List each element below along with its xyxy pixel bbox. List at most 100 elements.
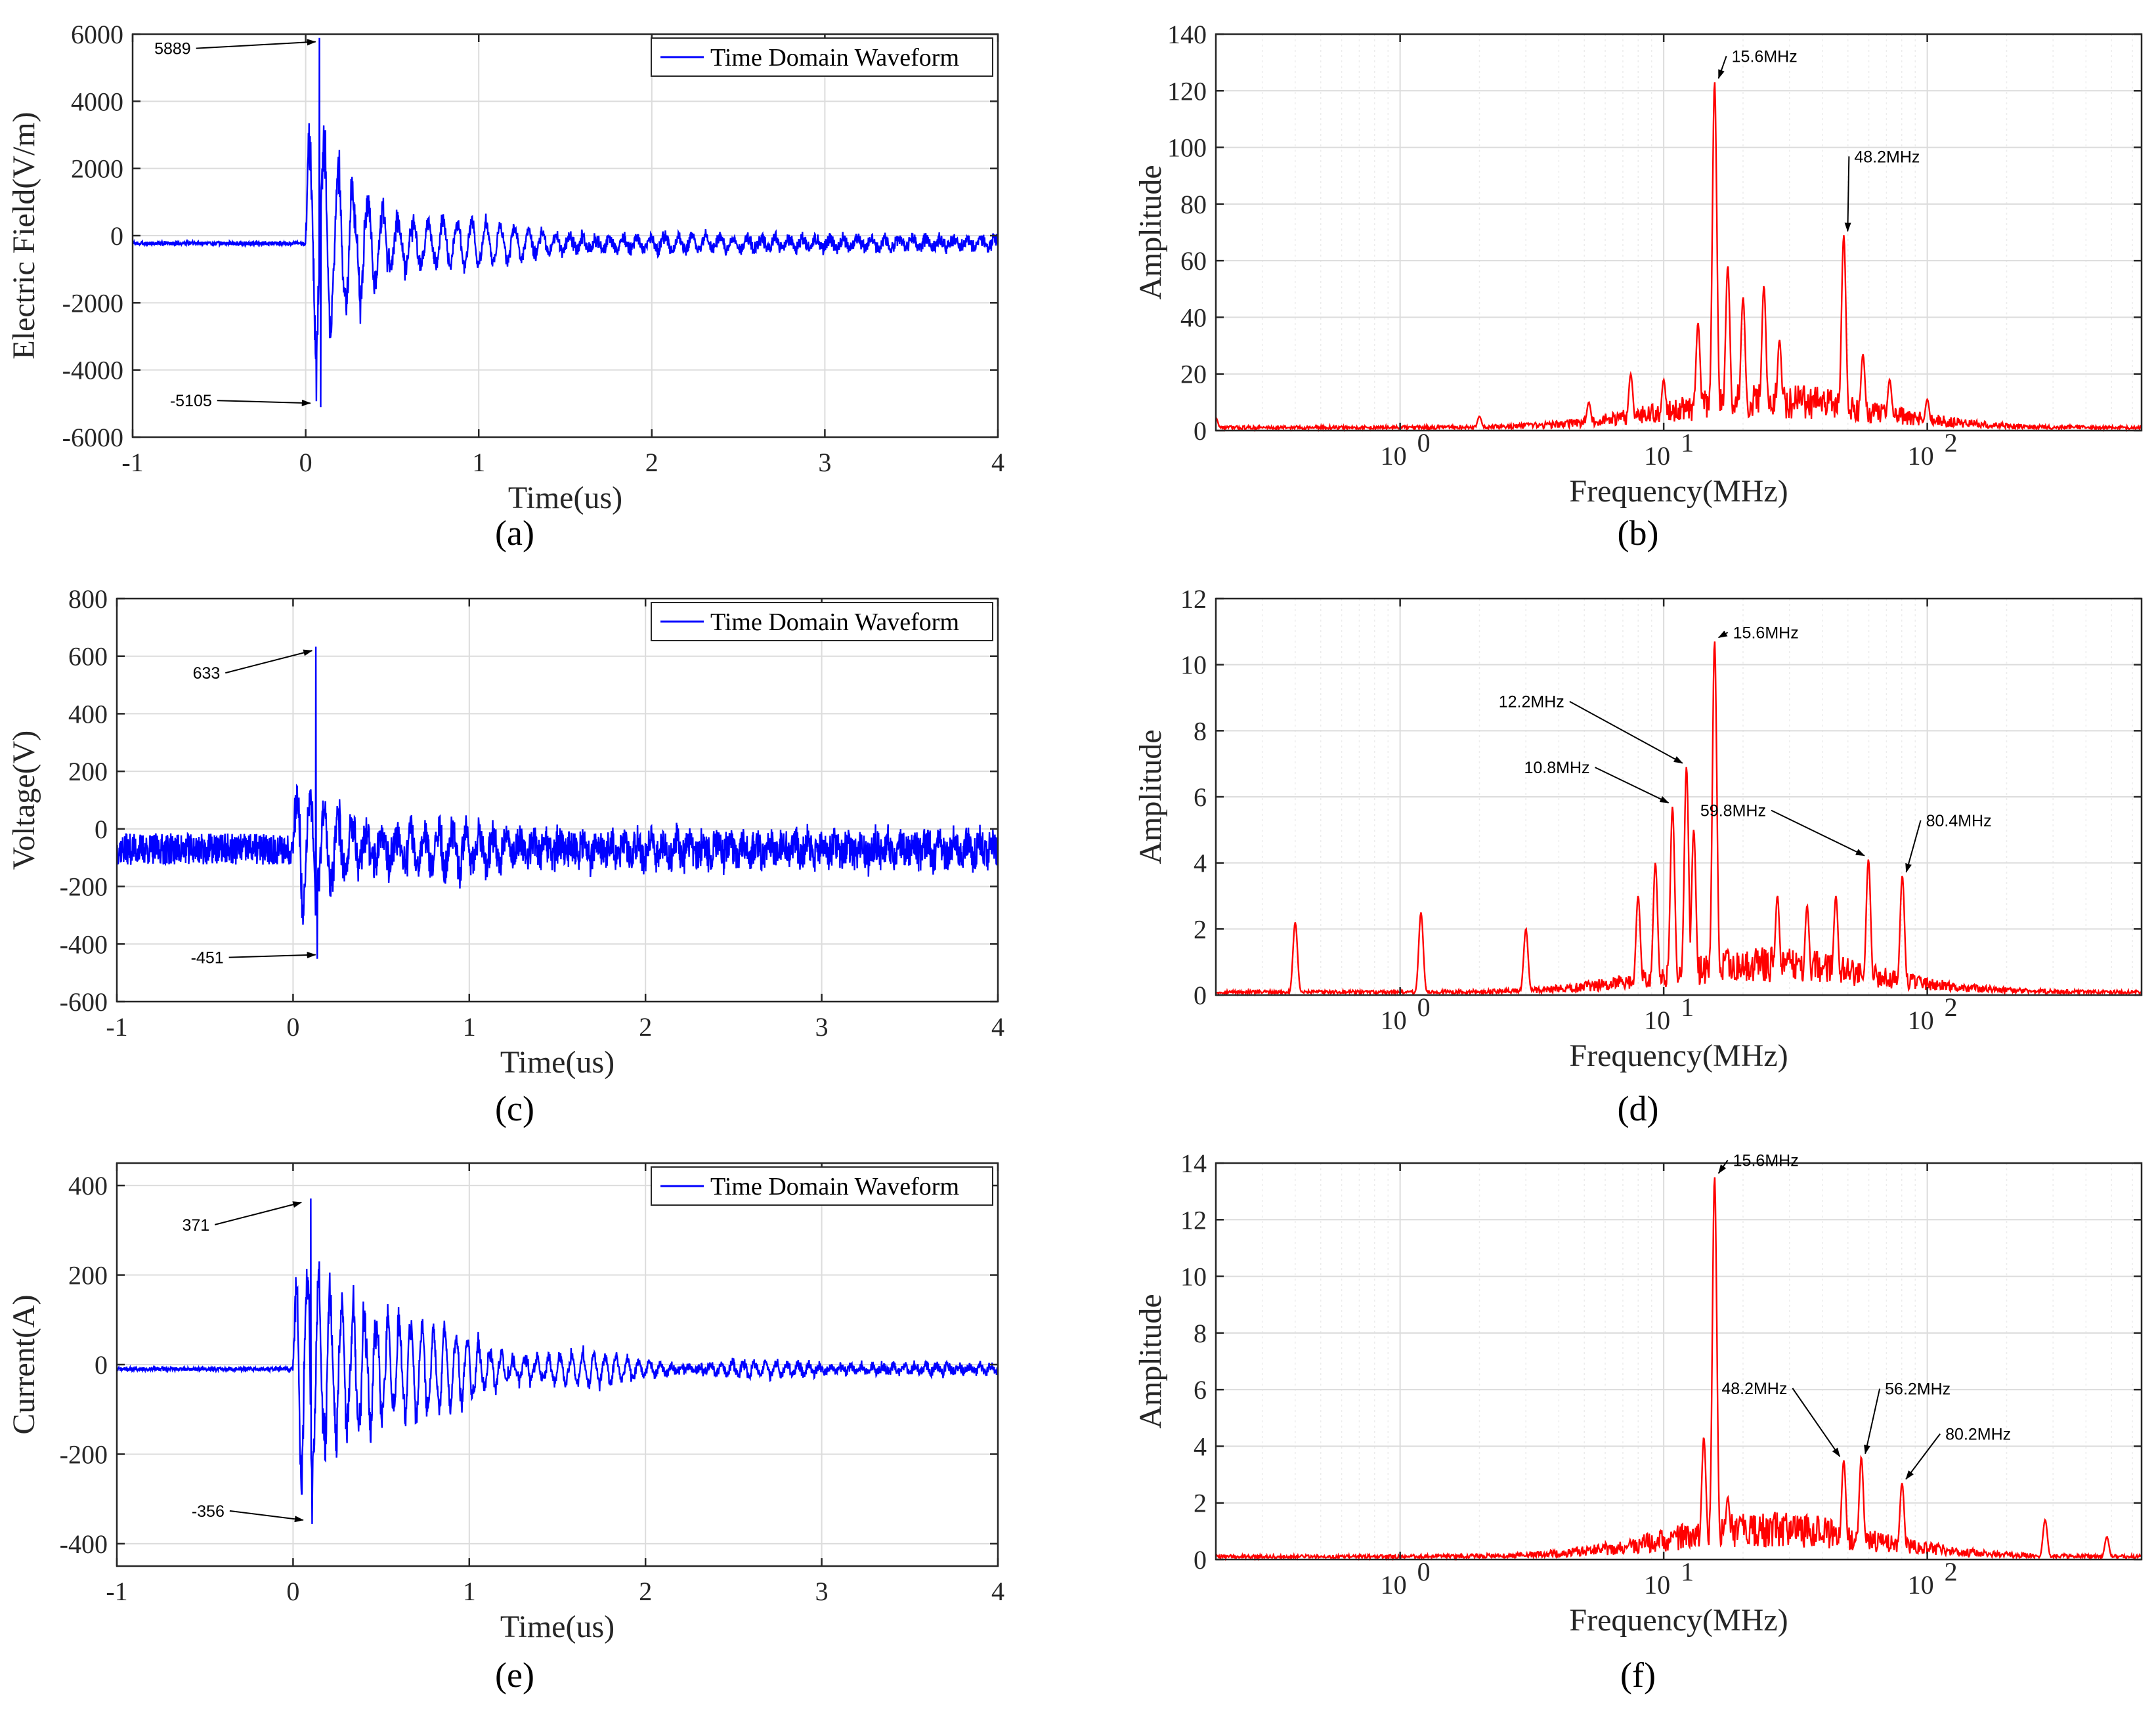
y-tick-label: 20 [1180,360,1207,389]
y-tick-label: 10 [1180,650,1207,680]
panel-label: (c) [495,1089,534,1128]
panel-a: -1 0 1 2 3 4 -6000 -4000 -2000 0 2000 4000 6000 Time(… [7,20,1004,553]
x-tick-label: 0 [286,1012,299,1042]
y-tick-label: 10 [1180,1262,1207,1292]
y-tick-label: -600 [60,987,108,1017]
x-tick-label: 1 [463,1577,476,1606]
annotation-arrow [1569,700,1683,764]
legend-entry: Time Domain Waveform [710,608,959,636]
y-tick-label: -400 [60,1529,108,1559]
y-axis-label: Amplitude [1133,729,1168,864]
legend-box [651,602,993,641]
annotation-arrow [1717,1159,1729,1174]
annotation-arrow [228,952,316,959]
x-tick-label: 10 [1381,1570,1407,1600]
annotation-arrow [1844,156,1851,232]
y-tick-label: 0 [95,815,108,844]
x-tick-exponent: 1 [1681,1557,1694,1586]
x-axis-label: Frequency(MHz) [1569,1038,1788,1073]
panel-f: 10 0 10 1 10 2 0 2 4 6 8 10 12 14 Frequency(MHz) Amplit… [1133,1149,2143,1695]
y-tick-label: 6000 [71,20,123,49]
x-tick-label: 2 [639,1577,652,1606]
x-tick-label: -1 [121,448,143,477]
annotation-label: 56.2MHz [1885,1380,1951,1399]
x-tick-label: 0 [286,1577,299,1606]
y-axis-label: Voltage(V) [7,731,41,870]
axes-box [116,597,999,1003]
annotation-arrow [229,1510,304,1523]
annotation-arrow [214,1201,303,1225]
plot-area [1216,1163,2142,1560]
x-axis-label: Frequency(MHz) [1569,474,1788,509]
y-tick-label: 4 [1194,1432,1207,1461]
y-tick-label: -200 [60,1439,108,1469]
annotation-label: -356 [192,1502,225,1521]
y-tick-label: 80 [1180,190,1207,219]
axes-box [1215,33,2143,432]
series-line [1216,82,2142,432]
y-tick-label: 100 [1167,133,1207,163]
x-tick-label: 10 [1644,1570,1670,1600]
x-axis-label: Time(us) [500,1609,614,1644]
y-tick-label: 8 [1194,716,1207,746]
y-tick-label: 0 [1194,1545,1207,1575]
x-tick-label: 0 [299,448,313,477]
y-tick-label: -400 [60,929,108,959]
y-tick-label: 200 [68,1261,108,1290]
y-tick-label: 2 [1194,1489,1207,1518]
y-tick-label: 2000 [71,154,123,184]
x-tick-exponent: 2 [1945,428,1958,457]
x-tick-label: 2 [645,448,658,477]
y-tick-label: 6 [1194,1375,1207,1405]
annotation-arrow [217,399,311,406]
annotation-label: 48.2MHz [1721,1380,1787,1398]
x-tick-exponent: 0 [1417,1557,1431,1586]
panel-label: (a) [495,513,534,553]
x-tick-exponent: 2 [1945,1557,1958,1586]
panel-c: -1 0 1 2 3 4 -600 -400 -200 0 200 400 600 800 Time(us)… [7,584,1004,1128]
x-tick-label: 4 [991,448,1004,477]
y-tick-label: 4 [1194,849,1207,878]
x-tick-label: 10 [1644,1006,1670,1035]
annotation-label: 10.8MHz [1524,759,1589,777]
annotation-arrow [1905,1433,1941,1480]
y-axis-label: Electric Field(V/m) [7,112,41,359]
x-tick-label: 10 [1908,1006,1934,1035]
y-tick-label: 800 [68,584,108,614]
y-axis-label: Current(A) [7,1294,41,1434]
y-tick-label: 6 [1194,782,1207,812]
plot-area [1216,34,2142,431]
y-tick-label: -6000 [62,423,123,452]
annotation-arrow [1771,809,1865,857]
panel-e: -1 0 1 2 3 4 -400 -200 0 200 400 Time(us) Current(A)… [7,1162,1004,1695]
y-axis-label: Amplitude [1133,165,1168,299]
y-axis-label: Amplitude [1133,1294,1168,1428]
y-tick-label: 0 [1194,981,1207,1010]
annotation-label: 633 [193,664,221,683]
panel-label: (b) [1618,513,1659,553]
x-tick-label: -1 [106,1577,127,1606]
x-tick-label: 2 [639,1012,652,1042]
y-tick-label: -4000 [62,356,123,385]
series-line [1216,641,2142,996]
x-tick-exponent: 2 [1945,992,1958,1022]
annotation-label: 12.2MHz [1499,693,1564,712]
annotation-label: 15.6MHz [1732,47,1798,66]
legend-entry: Time Domain Waveform [710,44,959,72]
annotation-arrow [1595,767,1670,804]
y-tick-label: 0 [110,221,123,251]
annotation-label: 5889 [154,40,191,58]
annotation-label: 15.6MHz [1733,624,1799,642]
y-tick-label: -200 [60,872,108,902]
y-tick-label: 120 [1167,76,1207,106]
annotation-label: -5105 [170,392,212,410]
panel-label: (f) [1620,1655,1656,1695]
x-tick-label: 1 [472,448,485,477]
annotation-arrow [1864,1388,1881,1455]
y-tick-label: 0 [1194,416,1207,446]
x-tick-exponent: 1 [1681,428,1694,457]
y-tick-label: 4000 [71,87,123,116]
x-tick-label: 3 [815,1577,829,1606]
x-tick-label: 10 [1908,441,1934,471]
